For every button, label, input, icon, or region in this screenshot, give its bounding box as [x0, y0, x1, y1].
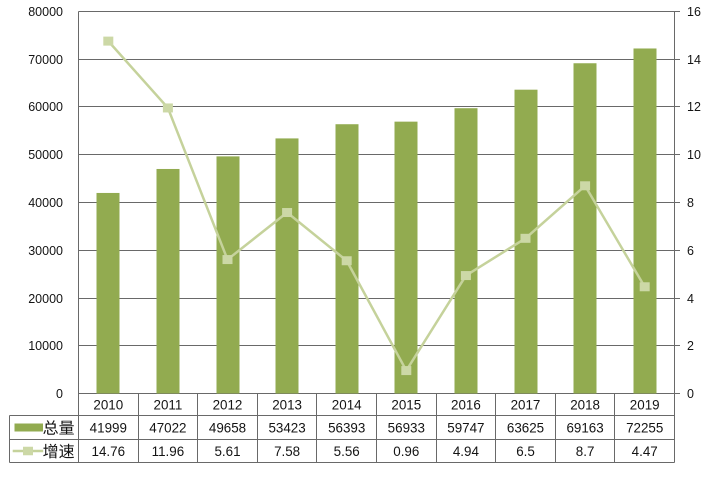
svg-text:2013: 2013	[272, 397, 302, 412]
svg-text:2016: 2016	[451, 397, 481, 412]
svg-text:70000: 70000	[28, 53, 63, 67]
svg-text:5.61: 5.61	[214, 444, 240, 459]
svg-text:2014: 2014	[332, 397, 362, 412]
svg-text:80000: 80000	[28, 5, 63, 19]
svg-text:6: 6	[687, 244, 694, 258]
svg-text:40000: 40000	[28, 196, 63, 210]
svg-text:0.96: 0.96	[393, 444, 419, 459]
svg-text:41999: 41999	[90, 420, 127, 435]
svg-text:5.56: 5.56	[334, 444, 360, 459]
svg-text:10000: 10000	[28, 339, 63, 353]
svg-text:14: 14	[687, 53, 701, 67]
svg-text:2018: 2018	[570, 397, 600, 412]
svg-text:12: 12	[687, 100, 701, 114]
svg-text:63625: 63625	[507, 420, 544, 435]
svg-text:2: 2	[687, 339, 694, 353]
svg-text:69163: 69163	[566, 420, 603, 435]
svg-text:11.96: 11.96	[152, 444, 185, 459]
svg-text:2019: 2019	[630, 397, 660, 412]
svg-text:60000: 60000	[28, 100, 63, 114]
svg-text:30000: 30000	[28, 244, 63, 258]
svg-text:50000: 50000	[28, 148, 63, 162]
svg-text:8: 8	[687, 196, 694, 210]
svg-text:72255: 72255	[626, 420, 663, 435]
svg-text:2010: 2010	[93, 397, 123, 412]
svg-text:56393: 56393	[328, 420, 365, 435]
svg-text:53423: 53423	[268, 420, 305, 435]
svg-text:4: 4	[687, 292, 694, 306]
svg-text:59747: 59747	[447, 420, 484, 435]
svg-text:4.94: 4.94	[453, 444, 480, 459]
svg-text:20000: 20000	[28, 292, 63, 306]
svg-text:0: 0	[687, 387, 694, 401]
svg-text:16: 16	[687, 5, 701, 19]
svg-text:10: 10	[687, 148, 701, 162]
svg-text:2011: 2011	[154, 397, 183, 412]
svg-text:47022: 47022	[149, 420, 186, 435]
svg-text:49658: 49658	[209, 420, 246, 435]
svg-text:0: 0	[56, 387, 63, 401]
svg-text:8.7: 8.7	[576, 444, 595, 459]
svg-text:7.58: 7.58	[274, 444, 300, 459]
svg-text:14.76: 14.76	[92, 444, 126, 459]
svg-text:2015: 2015	[391, 397, 421, 412]
svg-text:2012: 2012	[213, 397, 243, 412]
svg-text:2017: 2017	[511, 397, 541, 412]
svg-text:56933: 56933	[388, 420, 425, 435]
svg-text:4.47: 4.47	[632, 444, 658, 459]
svg-text:6.5: 6.5	[516, 444, 535, 459]
